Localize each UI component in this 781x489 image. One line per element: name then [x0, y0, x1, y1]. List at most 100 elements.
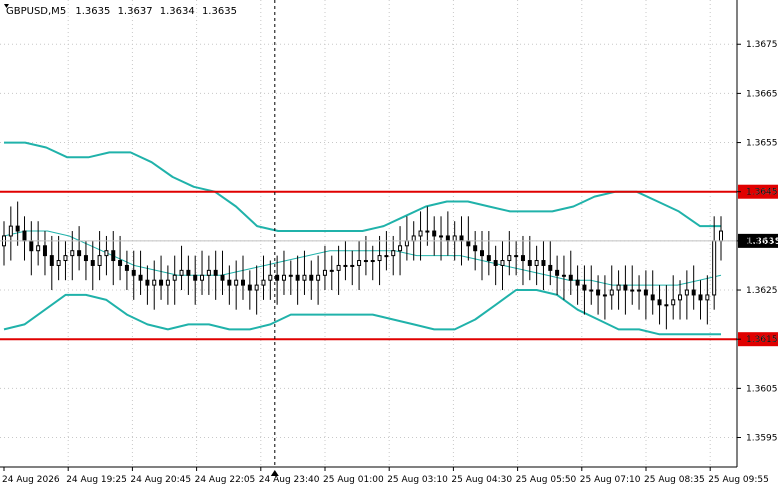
- candle-body: [200, 274, 205, 281]
- candle-body: [336, 264, 341, 271]
- candles: [2, 201, 723, 330]
- candle-body: [241, 279, 245, 286]
- candle-body: [261, 279, 266, 286]
- candle-body: [637, 289, 642, 292]
- time-tick-label: 25 Aug 08:35: [644, 475, 705, 485]
- candle-body: [541, 260, 546, 266]
- candle-body: [36, 245, 41, 252]
- candle-body: [247, 284, 252, 291]
- candle-body: [630, 289, 635, 292]
- candle-body: [411, 235, 416, 242]
- candle-body: [719, 230, 723, 242]
- price-tick-label: 1.3625: [746, 286, 778, 296]
- candle-body: [343, 264, 348, 267]
- candle-body: [486, 255, 491, 262]
- candle-body: [22, 230, 27, 242]
- candle-body: [425, 230, 430, 233]
- candle-body: [29, 240, 34, 252]
- candle-body: [179, 269, 184, 276]
- candle-body: [97, 255, 102, 266]
- candle-body: [42, 245, 47, 257]
- candle-body: [657, 299, 662, 306]
- price-tick-label: 1.3655: [746, 139, 778, 149]
- candle-body: [609, 289, 614, 296]
- low-value: 1.3634: [160, 6, 195, 17]
- candle-body: [329, 269, 334, 272]
- candle-body: [643, 289, 648, 296]
- candle-body: [418, 230, 423, 237]
- candle-body: [391, 250, 396, 257]
- candle-body: [507, 255, 512, 262]
- time-tick-label: 24 Aug 22:05: [195, 475, 256, 485]
- candle-body: [459, 235, 464, 242]
- candle-body: [56, 260, 61, 266]
- candle-body: [302, 274, 307, 281]
- candle-body: [118, 260, 123, 266]
- candle-body: [370, 260, 375, 263]
- time-tick-label: 24 Aug 2026: [2, 475, 60, 485]
- time-axis[interactable]: 24 Aug 2026 24 Aug 19:25 24 Aug 20:45 24 Au…: [2, 467, 769, 485]
- candle-body: [268, 274, 273, 281]
- price-tick-label: 1.3675: [746, 40, 778, 50]
- candle-body: [452, 235, 457, 242]
- candle-body: [350, 264, 355, 267]
- candle-body: [664, 304, 669, 307]
- candle-body: [70, 250, 75, 257]
- candle-body: [193, 274, 198, 281]
- candle-body: [698, 294, 703, 301]
- bollinger-bands: [3, 141, 722, 336]
- overlays: 1.3645 1.3615 1.3635: [0, 0, 781, 476]
- candle-body: [309, 274, 314, 281]
- candle-body: [384, 255, 389, 258]
- candle-body: [432, 230, 437, 237]
- candle-body: [623, 284, 628, 291]
- candle-body: [206, 269, 211, 276]
- time-tick-label: 25 Aug 07:10: [580, 475, 641, 485]
- candle-body: [172, 274, 177, 281]
- price-tick-label: 1.3635: [746, 237, 778, 247]
- bollinger-upper-line: [4, 141, 721, 232]
- time-tick-label: 25 Aug 09:55: [708, 475, 769, 485]
- candle-body: [8, 225, 13, 237]
- candle-body: [186, 269, 191, 276]
- chart-symbol-label: GBPUSD,M5 1.3635 1.3637 1.3634 1.3635: [6, 6, 237, 17]
- candle-body: [104, 250, 109, 257]
- candle-body: [684, 289, 689, 296]
- time-tick-label: 24 Aug 23:40: [259, 475, 320, 485]
- candle-body: [288, 274, 293, 277]
- collapse-icon[interactable]: [4, 4, 9, 8]
- candle-body: [159, 279, 164, 286]
- candle-body: [589, 289, 594, 292]
- level-label: 1.3645: [746, 188, 778, 198]
- time-tick-label: 25 Aug 04:30: [451, 475, 512, 485]
- level-label-box: [738, 184, 778, 199]
- candle-body: [295, 274, 300, 281]
- level-label: 1.3615: [746, 335, 778, 345]
- candle-body: [561, 274, 566, 277]
- current-price-label: 1.3635: [746, 237, 781, 247]
- candle-body: [152, 279, 157, 286]
- bollinger-lower-line: [3, 289, 721, 336]
- candle-body: [439, 235, 444, 238]
- candle-body: [534, 260, 539, 266]
- candle-body: [480, 250, 484, 257]
- open-value: 1.3635: [75, 6, 110, 17]
- candle-body: [602, 294, 607, 297]
- crosshair-marker-icon: [270, 470, 279, 476]
- candle-body: [234, 279, 239, 286]
- candle-body: [548, 264, 553, 271]
- price-axis[interactable]: 1.3675 1.3665 1.3655 1.3645 1.3635 1.3625 1.36…: [737, 40, 778, 444]
- candle-body: [575, 279, 580, 286]
- candle-body: [357, 260, 362, 266]
- candle-body: [514, 255, 519, 258]
- candle-body: [466, 240, 471, 247]
- symbol: GBPUSD,M5: [6, 6, 66, 17]
- candle-body: [650, 294, 655, 301]
- candle-body: [500, 260, 505, 266]
- candle-body: [138, 274, 143, 281]
- candle-body: [671, 299, 676, 306]
- candle-body: [616, 284, 621, 291]
- candle-body: [404, 240, 409, 247]
- time-tick-label: 25 Aug 01:00: [323, 475, 384, 485]
